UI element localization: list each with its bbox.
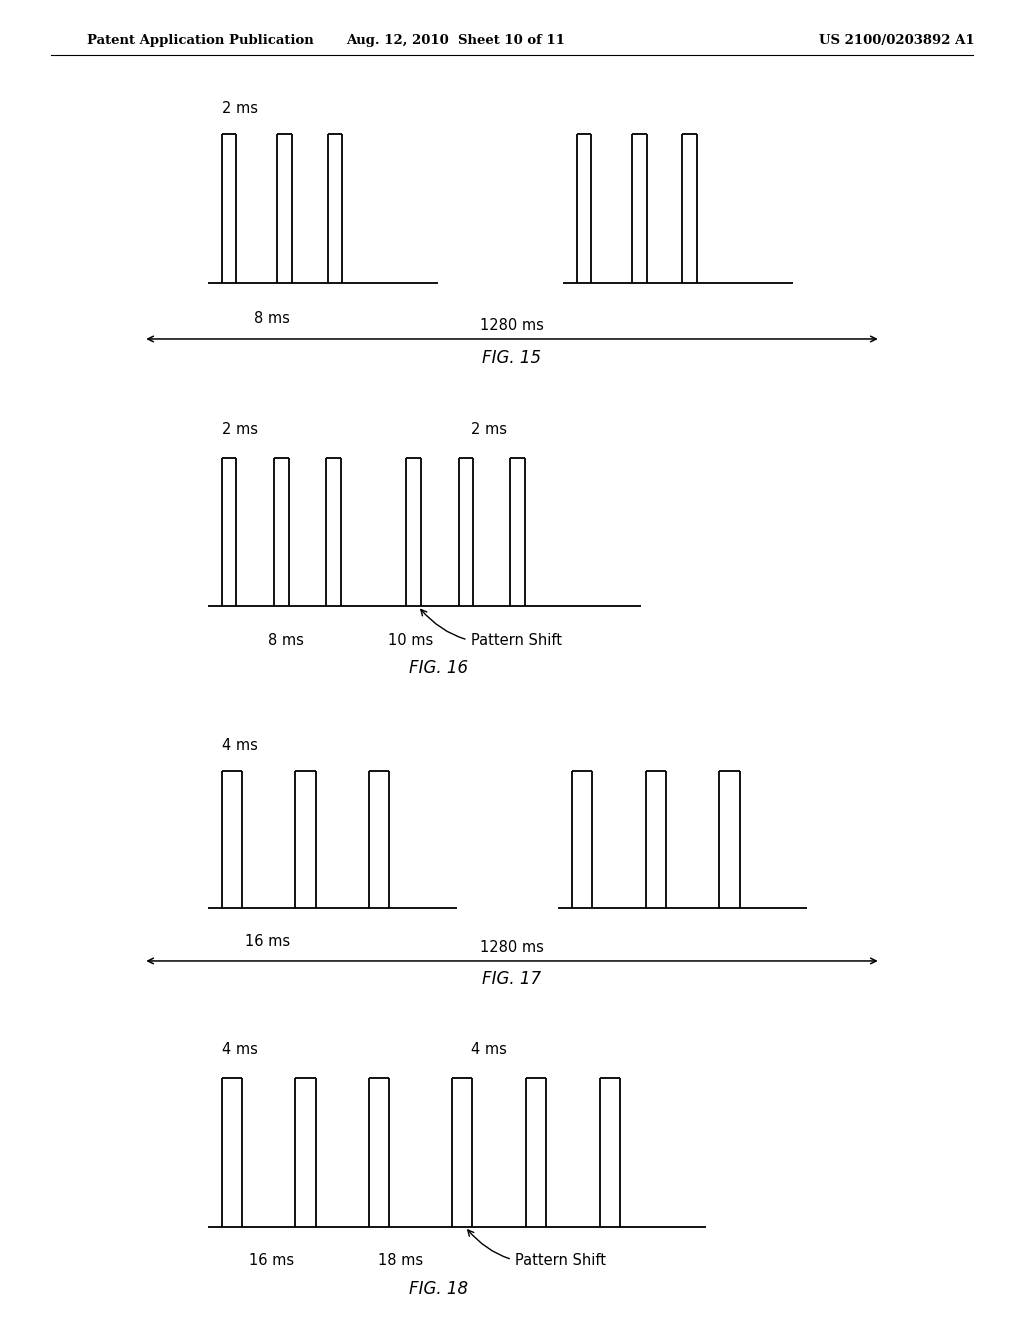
Text: Pattern Shift: Pattern Shift <box>421 610 561 648</box>
Text: 16 ms: 16 ms <box>245 935 290 949</box>
Text: 4 ms: 4 ms <box>222 738 258 752</box>
Text: US 2100/0203892 A1: US 2100/0203892 A1 <box>819 34 975 48</box>
Text: Aug. 12, 2010  Sheet 10 of 11: Aug. 12, 2010 Sheet 10 of 11 <box>346 34 565 48</box>
Text: 4 ms: 4 ms <box>222 1043 258 1057</box>
Text: 1280 ms: 1280 ms <box>480 318 544 333</box>
Text: FIG. 18: FIG. 18 <box>409 1280 468 1298</box>
Text: FIG. 16: FIG. 16 <box>409 660 468 677</box>
Text: 4 ms: 4 ms <box>471 1043 507 1057</box>
Text: Patent Application Publication: Patent Application Publication <box>87 34 313 48</box>
Text: 8 ms: 8 ms <box>268 632 304 648</box>
Text: 18 ms: 18 ms <box>379 1254 424 1269</box>
Text: FIG. 15: FIG. 15 <box>482 348 542 367</box>
Text: 2 ms: 2 ms <box>222 100 258 116</box>
Text: 2 ms: 2 ms <box>222 422 258 437</box>
Text: 1280 ms: 1280 ms <box>480 940 544 956</box>
Text: 2 ms: 2 ms <box>471 422 507 437</box>
Text: 10 ms: 10 ms <box>387 632 433 648</box>
Text: 8 ms: 8 ms <box>254 312 290 326</box>
Text: 16 ms: 16 ms <box>250 1254 295 1269</box>
Text: FIG. 17: FIG. 17 <box>482 970 542 987</box>
Text: Pattern Shift: Pattern Shift <box>468 1230 606 1269</box>
